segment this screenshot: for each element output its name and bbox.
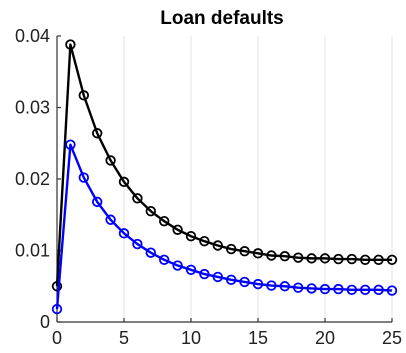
data-point — [266, 280, 277, 291]
data-point — [199, 236, 210, 247]
y-tick-label: 0 — [40, 312, 50, 332]
data-point — [212, 271, 224, 283]
x-tick-label: 0 — [52, 328, 62, 348]
x-tick-label: 25 — [382, 328, 402, 348]
data-point — [172, 224, 183, 235]
y-tick-label: 0.02 — [15, 169, 50, 189]
data-point — [158, 215, 170, 227]
data-point — [172, 260, 183, 271]
data-point — [239, 276, 250, 288]
data-point — [132, 193, 143, 204]
data-point — [185, 230, 197, 242]
data-point — [373, 284, 384, 296]
data-point — [145, 247, 157, 258]
data-point — [118, 176, 130, 188]
data-point — [225, 274, 237, 286]
data-point — [279, 281, 291, 292]
data-point — [279, 251, 291, 262]
series-2 — [51, 139, 398, 315]
data-point — [78, 90, 90, 101]
data-point — [199, 268, 210, 280]
y-tick-label: 0.01 — [15, 241, 50, 261]
data-point — [293, 282, 304, 293]
data-point — [185, 264, 197, 276]
data-point — [373, 254, 384, 265]
data-point — [306, 253, 317, 264]
data-point — [78, 172, 90, 183]
data-point — [105, 214, 116, 225]
tick-labels: 0 0.01 0.02 0.03 0.04 0 5 10 15 20 25 — [15, 26, 402, 348]
data-point — [158, 254, 170, 265]
data-point — [252, 278, 264, 290]
x-tick-label: 5 — [119, 328, 129, 348]
data-point — [386, 254, 398, 265]
data-point — [212, 240, 224, 251]
series-line — [55, 43, 392, 287]
data-point — [319, 283, 331, 295]
data-point — [319, 253, 331, 264]
data-point — [386, 285, 398, 296]
data-point — [346, 284, 358, 296]
data-point — [118, 228, 130, 239]
data-point — [333, 253, 344, 265]
x-tick-label: 20 — [315, 328, 335, 348]
chart-title: Loan defaults — [160, 8, 284, 29]
data-point — [333, 283, 344, 295]
data-point — [91, 196, 103, 208]
data-point — [51, 303, 63, 315]
data-point — [225, 243, 237, 255]
series-layer — [51, 39, 398, 315]
data-point — [293, 252, 304, 263]
data-point — [65, 139, 76, 150]
data-point — [91, 128, 103, 139]
x-tick-label: 10 — [181, 328, 201, 348]
data-point — [145, 205, 157, 217]
y-tick-label: 0.04 — [15, 26, 50, 46]
data-point — [360, 284, 371, 296]
data-point — [65, 39, 76, 50]
data-point — [306, 283, 317, 294]
data-point — [105, 155, 116, 166]
data-point — [132, 238, 143, 250]
data-point — [239, 246, 250, 257]
series-1 — [51, 39, 398, 292]
y-tick-label: 0.03 — [15, 98, 50, 118]
series-line — [55, 143, 393, 310]
data-point — [346, 253, 358, 265]
data-point — [360, 254, 371, 265]
data-point — [266, 250, 277, 261]
data-point — [51, 281, 63, 292]
x-tick-label: 15 — [248, 328, 268, 348]
data-point — [252, 248, 264, 259]
